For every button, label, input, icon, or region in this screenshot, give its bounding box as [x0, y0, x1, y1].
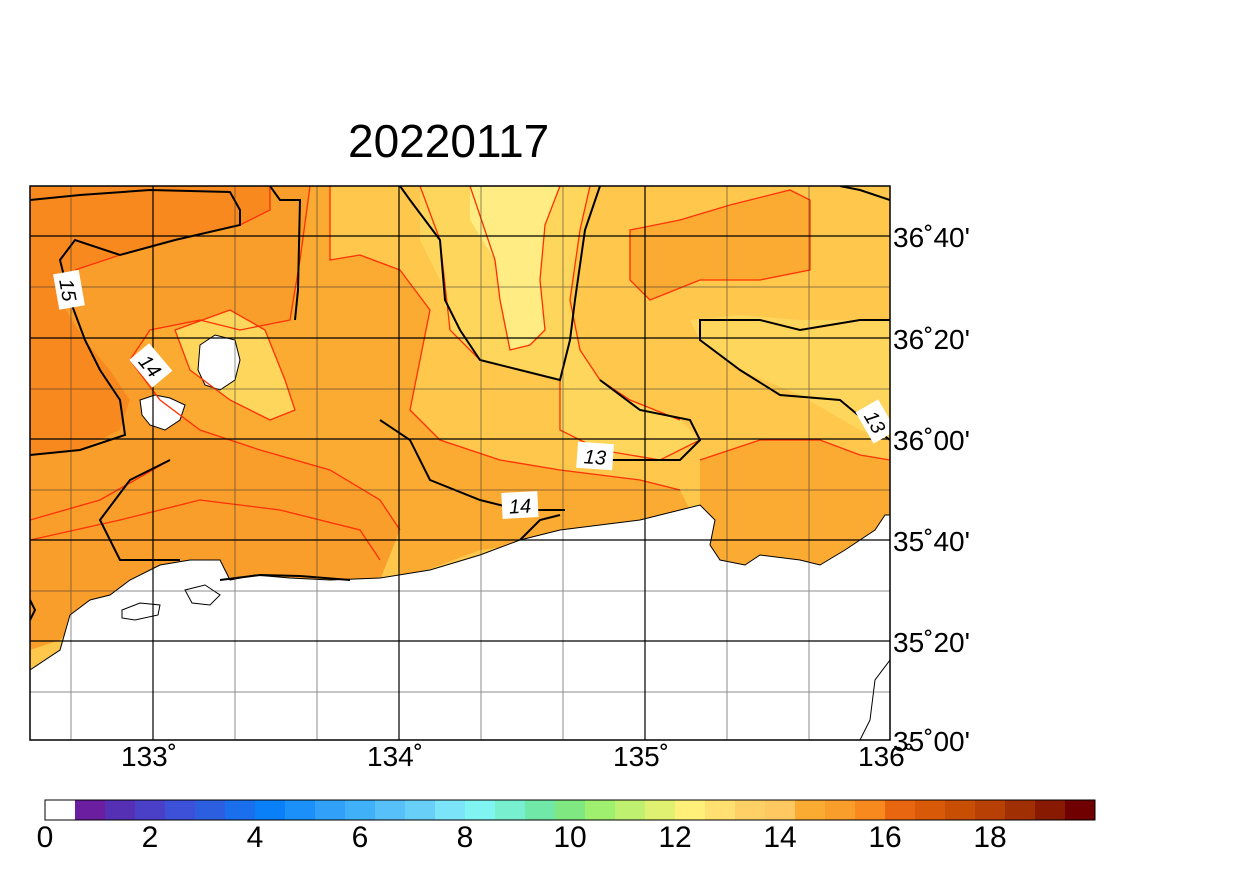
colorbar-swatch: [915, 800, 946, 820]
map-frame: [29, 185, 891, 741]
island-lake: [184, 584, 221, 606]
colorbar-swatch: [315, 800, 346, 820]
colorbar-swatch: [975, 800, 1006, 820]
lon-label-133: 133˚: [121, 741, 177, 772]
lat-label-35-00: 35˚00': [893, 726, 970, 757]
colorbar-swatch: [405, 800, 436, 820]
colorbar-swatch: [765, 800, 796, 820]
colorbar-swatch: [945, 800, 976, 820]
contour-label-14-central: 14: [501, 491, 539, 519]
colorbar-tick-label: 16: [868, 821, 901, 854]
colorbar-swatch: [375, 800, 406, 820]
region-16: [30, 186, 270, 455]
grid-major: [30, 186, 890, 740]
colorbar-frame: [44, 799, 1096, 821]
colorbar-swatch: [165, 800, 196, 820]
colorbar-swatch: [75, 800, 106, 820]
colorbar-swatch: [1065, 800, 1096, 820]
colorbar-tick-label: 12: [658, 821, 691, 854]
lat-label-36-00: 36˚00': [893, 425, 970, 456]
colorbar-swatch: [1035, 800, 1066, 820]
colorbar-swatch: [465, 800, 496, 820]
colorbar-swatch: [555, 800, 586, 820]
colorbar-swatch: [345, 800, 376, 820]
colorbar-swatch: [675, 800, 706, 820]
colorbar-swatch: [855, 800, 886, 820]
lat-label-36-20: 36˚20': [893, 324, 970, 355]
colorbar-swatch: [135, 800, 166, 820]
region-14-east: [700, 440, 890, 585]
svg-text:13: 13: [583, 446, 607, 469]
colorbar-tick-label: 14: [763, 821, 796, 854]
colorbar-swatch: [885, 800, 916, 820]
colorbar-swatch: [1005, 800, 1036, 820]
region-13-east: [690, 315, 890, 440]
island-shimane: [121, 602, 161, 621]
region-14-northeast: [630, 190, 810, 300]
colorbar-swatch: [735, 800, 766, 820]
colorbar-tick-label: 10: [553, 821, 586, 854]
grid: [30, 186, 890, 740]
svg-text:15: 15: [54, 277, 80, 304]
contour-label-15: 15: [53, 269, 85, 310]
colorbar-swatch: [525, 800, 556, 820]
island-oki: [139, 394, 186, 431]
colorbar-swatch: [435, 800, 466, 820]
lon-label-135: 135˚: [613, 741, 669, 772]
map-title: 20220117: [348, 115, 550, 167]
colorbar-swatch: [795, 800, 826, 820]
land-right-edge: [859, 659, 890, 740]
colorbar-swatch: [225, 800, 256, 820]
colorbar-swatch: [825, 800, 856, 820]
lon-label-134: 134˚: [367, 741, 423, 772]
lat-label-36-40: 36˚40': [893, 222, 970, 253]
colorbar: [45, 800, 1096, 820]
region-14-central: [130, 186, 690, 580]
lon-label-136: 136˚: [858, 741, 914, 772]
colorbar-tick-label: 6: [352, 821, 369, 854]
region-13: [420, 186, 700, 460]
colorbar-swatch: [195, 800, 226, 820]
sst-field: 15 14 13 13 14: [30, 186, 890, 740]
lat-label-35-20: 35˚20': [893, 627, 970, 658]
colorbar-swatch: [495, 800, 526, 820]
contour-label-13-central: 13: [576, 441, 614, 471]
colorbar-tick-label: 2: [142, 821, 159, 854]
region-15-west: [30, 186, 400, 650]
colorbar-swatch: [615, 800, 646, 820]
colorbar-swatch: [105, 800, 136, 820]
colorbar-swatch: [705, 800, 736, 820]
colorbar-swatch: [585, 800, 616, 820]
colorbar-tick-label: 8: [457, 821, 474, 854]
region-12-5: [470, 186, 560, 350]
colorbar-swatch: [45, 800, 76, 820]
colorbar-tick-label: 4: [247, 821, 264, 854]
lat-label-35-40: 35˚40': [893, 526, 970, 557]
colorbar-swatch: [285, 800, 316, 820]
colorbar-labels: 0 2 4 6 8 10 12 14 16 18: [37, 821, 1007, 854]
colorbar-swatch: [255, 800, 286, 820]
svg-text:14: 14: [508, 495, 531, 518]
colorbar-tick-label: 18: [973, 821, 1006, 854]
colorbar-swatch: [645, 800, 676, 820]
colorbar-tick-label: 0: [37, 821, 54, 854]
